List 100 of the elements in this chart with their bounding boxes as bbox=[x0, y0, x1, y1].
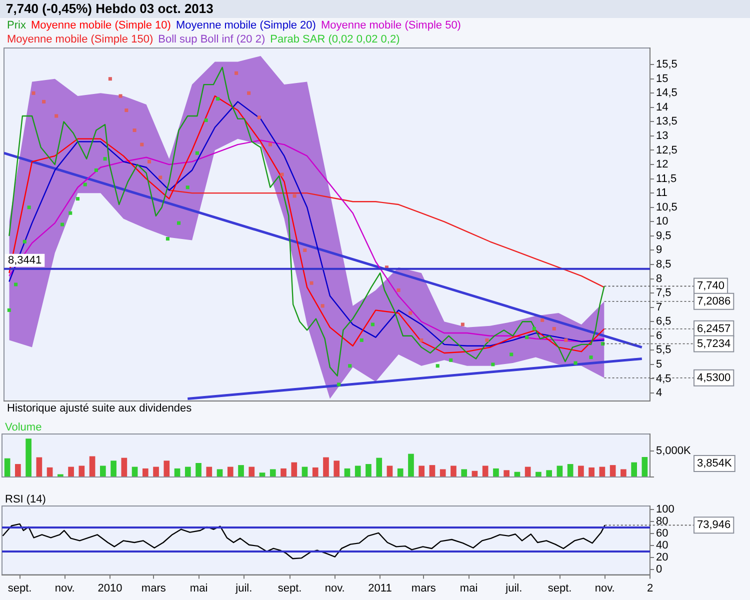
annotation: 5,7234 bbox=[697, 338, 731, 350]
y-tick-label: 7,5 bbox=[656, 287, 672, 300]
y-tick-label: 13,5 bbox=[656, 116, 678, 128]
y-tick-label: 11,5 bbox=[656, 172, 677, 185]
point bbox=[124, 108, 128, 112]
point bbox=[234, 71, 238, 75]
bar bbox=[227, 466, 234, 476]
point bbox=[268, 142, 272, 146]
x-tick-label: mars bbox=[141, 582, 166, 594]
point bbox=[186, 186, 190, 190]
point bbox=[337, 382, 341, 386]
point bbox=[574, 361, 578, 365]
x-tick-label: mai bbox=[190, 582, 208, 594]
point bbox=[14, 282, 18, 286]
x-tick-label: mars bbox=[411, 582, 436, 594]
text: Moyenne mobile (Simple 10) bbox=[30, 20, 171, 32]
y-tick-label: 15 bbox=[656, 72, 668, 85]
bar bbox=[121, 458, 128, 476]
y-tick-label: 40 bbox=[656, 540, 668, 552]
x-tick-label: sept. bbox=[548, 582, 572, 594]
bar bbox=[386, 466, 393, 476]
bar bbox=[514, 472, 520, 476]
point bbox=[103, 157, 107, 161]
point bbox=[320, 304, 324, 308]
point bbox=[27, 206, 31, 210]
bar bbox=[132, 466, 138, 476]
y-tick-label: 20 bbox=[656, 551, 668, 564]
bar bbox=[344, 468, 350, 476]
y-tick-label: 5 bbox=[656, 358, 662, 370]
bar bbox=[15, 464, 21, 476]
bar bbox=[164, 460, 170, 476]
bar bbox=[504, 470, 510, 476]
point bbox=[292, 194, 296, 198]
annotation: 6,2457 bbox=[697, 322, 731, 335]
annotation: 7,2086 bbox=[697, 295, 731, 308]
y-tick-label: 8 bbox=[656, 272, 662, 285]
point bbox=[132, 128, 136, 132]
bar bbox=[4, 458, 10, 476]
x-tick-label: mai bbox=[460, 582, 478, 594]
point bbox=[22, 240, 26, 244]
bar bbox=[206, 466, 212, 476]
bar bbox=[408, 454, 414, 476]
point bbox=[310, 281, 314, 285]
bar bbox=[78, 466, 85, 476]
bar bbox=[429, 465, 436, 476]
bar bbox=[280, 468, 286, 476]
bar bbox=[259, 472, 266, 476]
bar bbox=[196, 462, 202, 476]
y-tick-label: 5,000K bbox=[656, 445, 692, 458]
point bbox=[589, 356, 593, 360]
bar bbox=[312, 467, 318, 476]
y-tick-label: 9,5 bbox=[656, 230, 672, 242]
x-tick-label: sept. bbox=[278, 582, 302, 594]
x-tick-label: sept. bbox=[8, 582, 32, 594]
point bbox=[485, 338, 489, 342]
bar bbox=[493, 468, 499, 476]
y-tick-label: 6,5 bbox=[656, 316, 672, 328]
bar bbox=[68, 466, 74, 476]
bar bbox=[536, 472, 542, 476]
text: Parab SAR (0,02 0,02 0,2) bbox=[270, 34, 400, 46]
bar bbox=[546, 470, 552, 476]
bar bbox=[366, 464, 372, 476]
point bbox=[148, 160, 152, 164]
y-tick-label: 4 bbox=[656, 387, 662, 400]
point bbox=[360, 338, 364, 342]
bar bbox=[588, 467, 594, 476]
bar bbox=[631, 462, 637, 476]
point bbox=[68, 211, 72, 215]
series-label: RSI (14) bbox=[5, 494, 46, 506]
bar bbox=[397, 468, 404, 476]
bar bbox=[620, 469, 626, 476]
text: Boll sup Boll inf (20 2) bbox=[158, 34, 266, 46]
point bbox=[540, 318, 544, 322]
bar bbox=[36, 457, 42, 476]
y-tick-label: 6 bbox=[656, 330, 662, 342]
bar bbox=[26, 438, 32, 476]
y-tick-label: 12 bbox=[656, 158, 668, 171]
point bbox=[118, 94, 122, 98]
y-tick-label: 10,5 bbox=[656, 201, 678, 214]
point bbox=[247, 91, 251, 95]
point bbox=[166, 237, 170, 241]
x-tick-label: nov. bbox=[594, 582, 615, 594]
bar bbox=[174, 468, 180, 476]
bar bbox=[524, 466, 531, 476]
point bbox=[303, 248, 307, 252]
x-tick-label: 2011 bbox=[368, 582, 392, 594]
bar bbox=[418, 466, 425, 476]
point bbox=[32, 91, 36, 95]
point bbox=[216, 97, 220, 101]
bar bbox=[461, 469, 468, 476]
bar bbox=[153, 466, 159, 476]
bar bbox=[248, 466, 255, 476]
point bbox=[158, 176, 162, 180]
point bbox=[408, 311, 412, 315]
annotation: 7,740 bbox=[697, 280, 725, 292]
point bbox=[280, 172, 284, 176]
annotation: 4,5300 bbox=[697, 372, 731, 384]
point bbox=[532, 326, 536, 331]
y-tick-label: 100 bbox=[656, 504, 674, 516]
bar bbox=[291, 462, 298, 476]
